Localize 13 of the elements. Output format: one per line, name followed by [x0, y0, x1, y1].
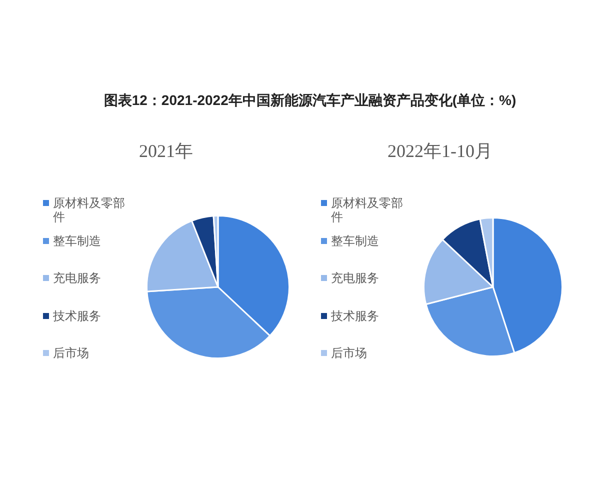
legend-label: 技术服务	[331, 308, 379, 322]
chart-title: 图表12：2021-2022年中国新能源汽车产业融资产品变化(单位：%)	[104, 92, 516, 108]
legend-label: 原材料及零部件	[331, 196, 404, 224]
legend-label: 充电服务	[331, 271, 379, 285]
legend-label: 技术服务	[53, 308, 101, 322]
legend-label: 原材料及零部件	[53, 196, 126, 224]
legend-label: 充电服务	[53, 271, 101, 285]
legend-label: 后市场	[53, 346, 89, 360]
legend-label: 整车制造	[53, 234, 101, 248]
chart-subtitle: 2021年	[139, 141, 193, 161]
chart-subtitle: 2022年1-10月	[388, 141, 492, 161]
legend-label: 后市场	[331, 346, 367, 360]
legend-label: 整车制造	[331, 234, 379, 248]
